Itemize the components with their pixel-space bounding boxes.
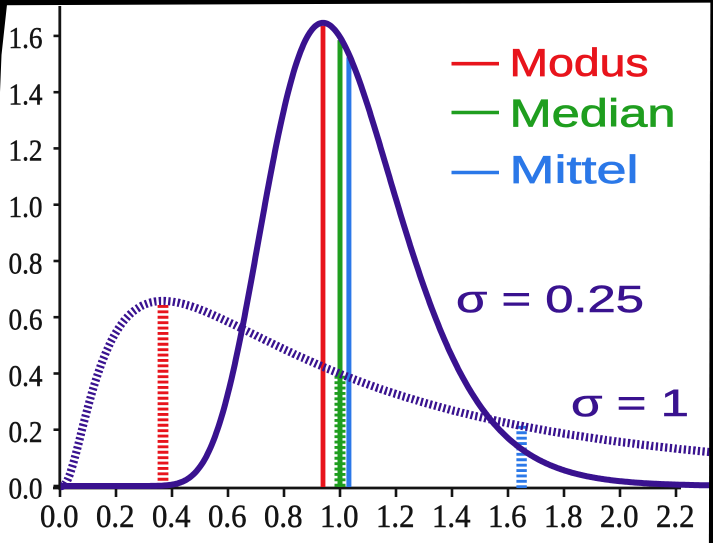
svg-text:2.2: 2.2 <box>656 499 695 535</box>
svg-text:1.4: 1.4 <box>432 499 471 535</box>
svg-text:0.4: 0.4 <box>9 358 43 393</box>
svg-text:1.6: 1.6 <box>9 20 43 55</box>
svg-text:0.2: 0.2 <box>9 414 43 449</box>
svg-text:1.0: 1.0 <box>320 499 359 535</box>
svg-text:σ = 0.25: σ = 0.25 <box>456 279 644 321</box>
svg-text:0.8: 0.8 <box>264 499 303 535</box>
svg-text:0.2: 0.2 <box>96 499 135 535</box>
svg-text:0.8: 0.8 <box>9 245 43 280</box>
svg-text:1.0: 1.0 <box>9 189 43 224</box>
svg-text:0.6: 0.6 <box>9 302 43 337</box>
svg-text:2.0: 2.0 <box>600 499 639 535</box>
svg-text:σ = 1: σ = 1 <box>571 383 689 425</box>
svg-text:Modus: Modus <box>510 42 649 85</box>
svg-text:Mittel: Mittel <box>510 149 639 192</box>
svg-text:1.8: 1.8 <box>544 499 583 535</box>
svg-text:0.6: 0.6 <box>208 499 247 535</box>
svg-text:0.4: 0.4 <box>152 499 191 535</box>
svg-text:1.6: 1.6 <box>488 499 527 535</box>
svg-text:0.0: 0.0 <box>9 470 43 505</box>
svg-text:1.2: 1.2 <box>9 133 43 168</box>
svg-text:1.4: 1.4 <box>9 77 43 112</box>
svg-text:Median: Median <box>510 93 676 136</box>
svg-text:0.0: 0.0 <box>40 499 79 535</box>
svg-text:1.2: 1.2 <box>376 499 415 535</box>
